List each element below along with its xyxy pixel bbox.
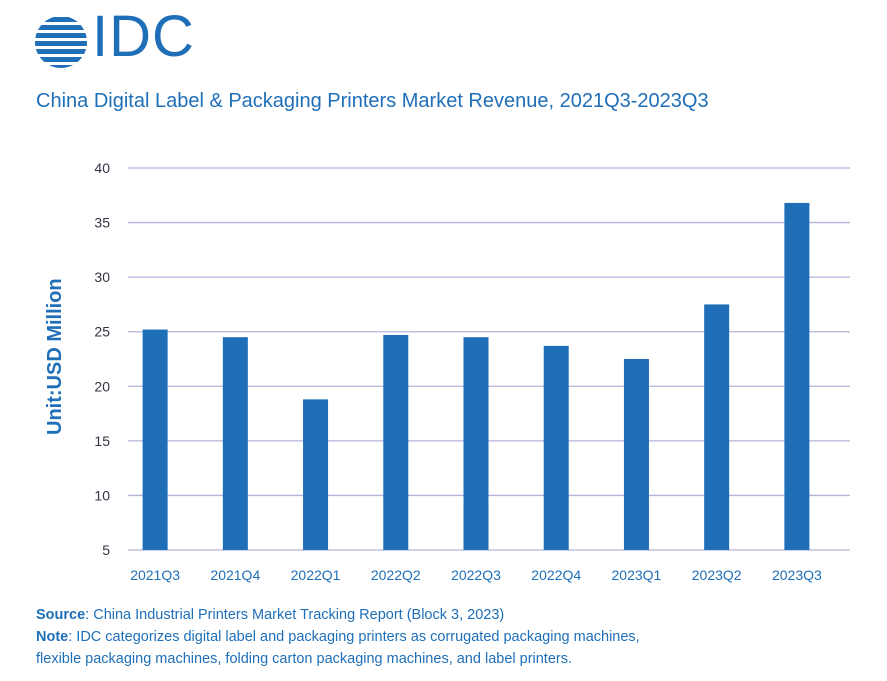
source-label: Source (36, 607, 86, 623)
bar-2021Q3 (142, 329, 168, 550)
y-tick-label: 40 (94, 160, 110, 176)
y-tick-label: 25 (94, 324, 110, 340)
x-tick-label: 2023Q2 (692, 567, 742, 583)
brand-wordmark: IDC (92, 4, 195, 69)
y-tick-label: 30 (94, 269, 110, 285)
bar-2021Q4 (222, 337, 248, 550)
bar-2023Q3 (784, 202, 810, 550)
y-tick-label: 20 (94, 378, 110, 394)
source-line: Source: China Industrial Printers Market… (36, 604, 640, 626)
bar-2022Q3 (463, 337, 489, 550)
y-tick-label: 35 (94, 215, 110, 231)
bar-2022Q4 (543, 345, 569, 550)
x-tick-label: 2023Q3 (772, 567, 822, 583)
footer-notes: Source: China Industrial Printers Market… (36, 604, 640, 670)
y-tick-label: 10 (94, 487, 110, 503)
x-tick-label: 2022Q1 (291, 567, 341, 583)
bar-2023Q1 (623, 359, 649, 550)
y-tick-label: 5 (102, 542, 110, 558)
bar-chart: 5 10 15 20 25 30 35 40 2021Q3 2021Q4 2022Q1 2022Q2 2… (94, 160, 850, 583)
note-label: Note (36, 629, 69, 645)
y-tick-label: 15 (94, 433, 110, 449)
note-line: Note: IDC categorizes digital label and … (36, 626, 640, 648)
idc-globe-logo (35, 17, 87, 68)
x-tick-label: 2021Q4 (210, 567, 260, 583)
x-tick-label: 2021Q3 (130, 567, 180, 583)
x-tick-label: 2022Q2 (371, 567, 421, 583)
chart-title: China Digital Label & Packaging Printers… (36, 90, 709, 112)
bar-2022Q1 (303, 399, 329, 550)
source-text: : China Industrial Printers Market Track… (85, 607, 505, 623)
bar-2022Q2 (383, 334, 409, 550)
x-tick-label: 2022Q4 (531, 567, 581, 583)
bar-2023Q2 (704, 304, 730, 550)
note-line-2: flexible packaging machines, folding car… (36, 651, 573, 667)
note-text: : IDC categorizes digital label and pack… (68, 629, 640, 645)
x-tick-label: 2023Q1 (612, 567, 662, 583)
x-tick-label: 2022Q3 (451, 567, 501, 583)
